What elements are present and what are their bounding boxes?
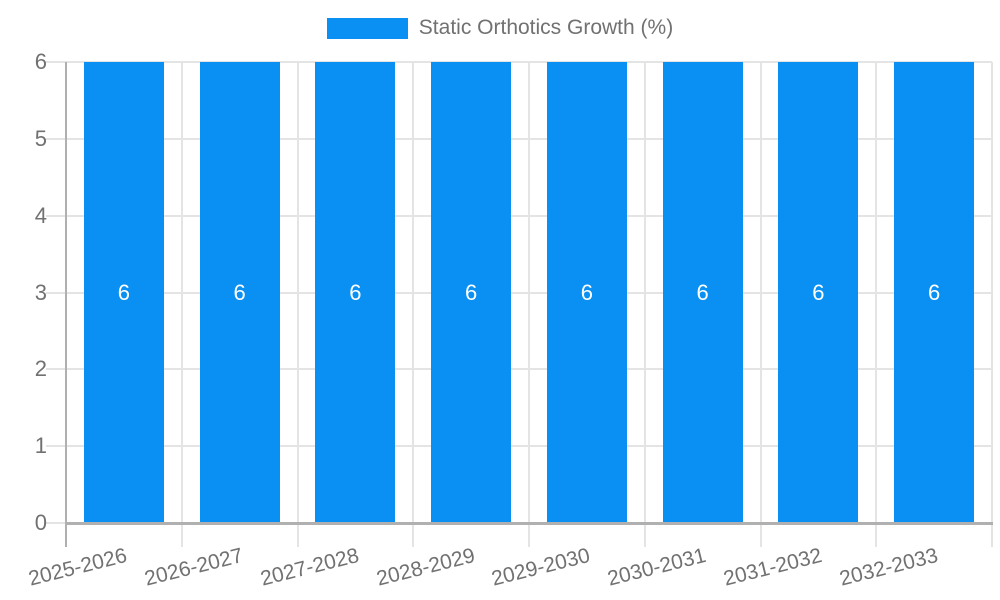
- legend-label: Static Orthotics Growth (%): [418, 16, 674, 39]
- bar-value-label: 6: [117, 279, 130, 305]
- y-axis-label: 0: [34, 510, 47, 535]
- bar[interactable]: 6: [894, 62, 975, 523]
- bar[interactable]: 6: [546, 62, 627, 523]
- gridline-vertical: [759, 62, 762, 547]
- x-axis-label: 2025-2026: [26, 543, 130, 591]
- y-axis-tick: [46, 445, 66, 448]
- y-axis-label: 2: [34, 356, 47, 382]
- bar[interactable]: 6: [199, 62, 280, 523]
- y-axis-label: 6: [34, 49, 47, 74]
- bar-value-label: 6: [928, 279, 941, 305]
- gridline-vertical: [528, 62, 530, 547]
- y-axis-label: 3: [34, 279, 47, 305]
- x-axis-label: 2032-2033: [836, 543, 940, 591]
- bar-value-label: 6: [580, 279, 593, 305]
- x-axis-label: 2029-2030: [489, 543, 593, 591]
- y-axis-tick: [46, 61, 66, 63]
- legend[interactable]: Static Orthotics Growth (%): [0, 16, 1000, 40]
- y-axis-tick: [46, 522, 66, 524]
- y-axis-tick: [46, 291, 66, 294]
- x-axis-label: 2026-2027: [142, 543, 246, 591]
- x-axis-label: 2028-2029: [373, 543, 477, 591]
- x-axis-label: 2027-2028: [258, 543, 362, 591]
- y-axis-label: 1: [34, 433, 47, 459]
- y-axis-tick: [46, 214, 66, 217]
- bar-value-label: 6: [233, 279, 246, 305]
- gridline-vertical: [875, 62, 878, 547]
- y-axis-line: [65, 62, 67, 547]
- bar-value-label: 6: [465, 279, 478, 305]
- x-axis-label: 2030-2031: [605, 543, 709, 591]
- gridline-vertical: [296, 62, 299, 547]
- y-axis-label: 5: [34, 125, 47, 151]
- y-axis-tick: [46, 368, 66, 371]
- bar-value-label: 6: [812, 279, 825, 305]
- legend-swatch-icon: [326, 17, 408, 39]
- bar[interactable]: 6: [662, 62, 743, 523]
- x-axis-line: [65, 522, 993, 525]
- bar-value-label: 6: [696, 279, 709, 305]
- bar[interactable]: 6: [431, 62, 512, 523]
- y-axis-label: 4: [34, 202, 47, 228]
- gridline-vertical: [991, 62, 993, 547]
- gridline-vertical: [180, 62, 183, 547]
- bar[interactable]: 6: [83, 62, 164, 523]
- gridline-vertical: [412, 62, 415, 547]
- y-axis-tick: [46, 137, 66, 140]
- bar-value-label: 6: [349, 279, 362, 305]
- bar[interactable]: 6: [778, 62, 859, 523]
- bar[interactable]: 6: [315, 62, 396, 523]
- gridline-vertical: [643, 62, 646, 547]
- x-axis-label: 2031-2032: [721, 543, 825, 591]
- plot-area: 6 6 6 6 6 6 6 6: [46, 61, 993, 547]
